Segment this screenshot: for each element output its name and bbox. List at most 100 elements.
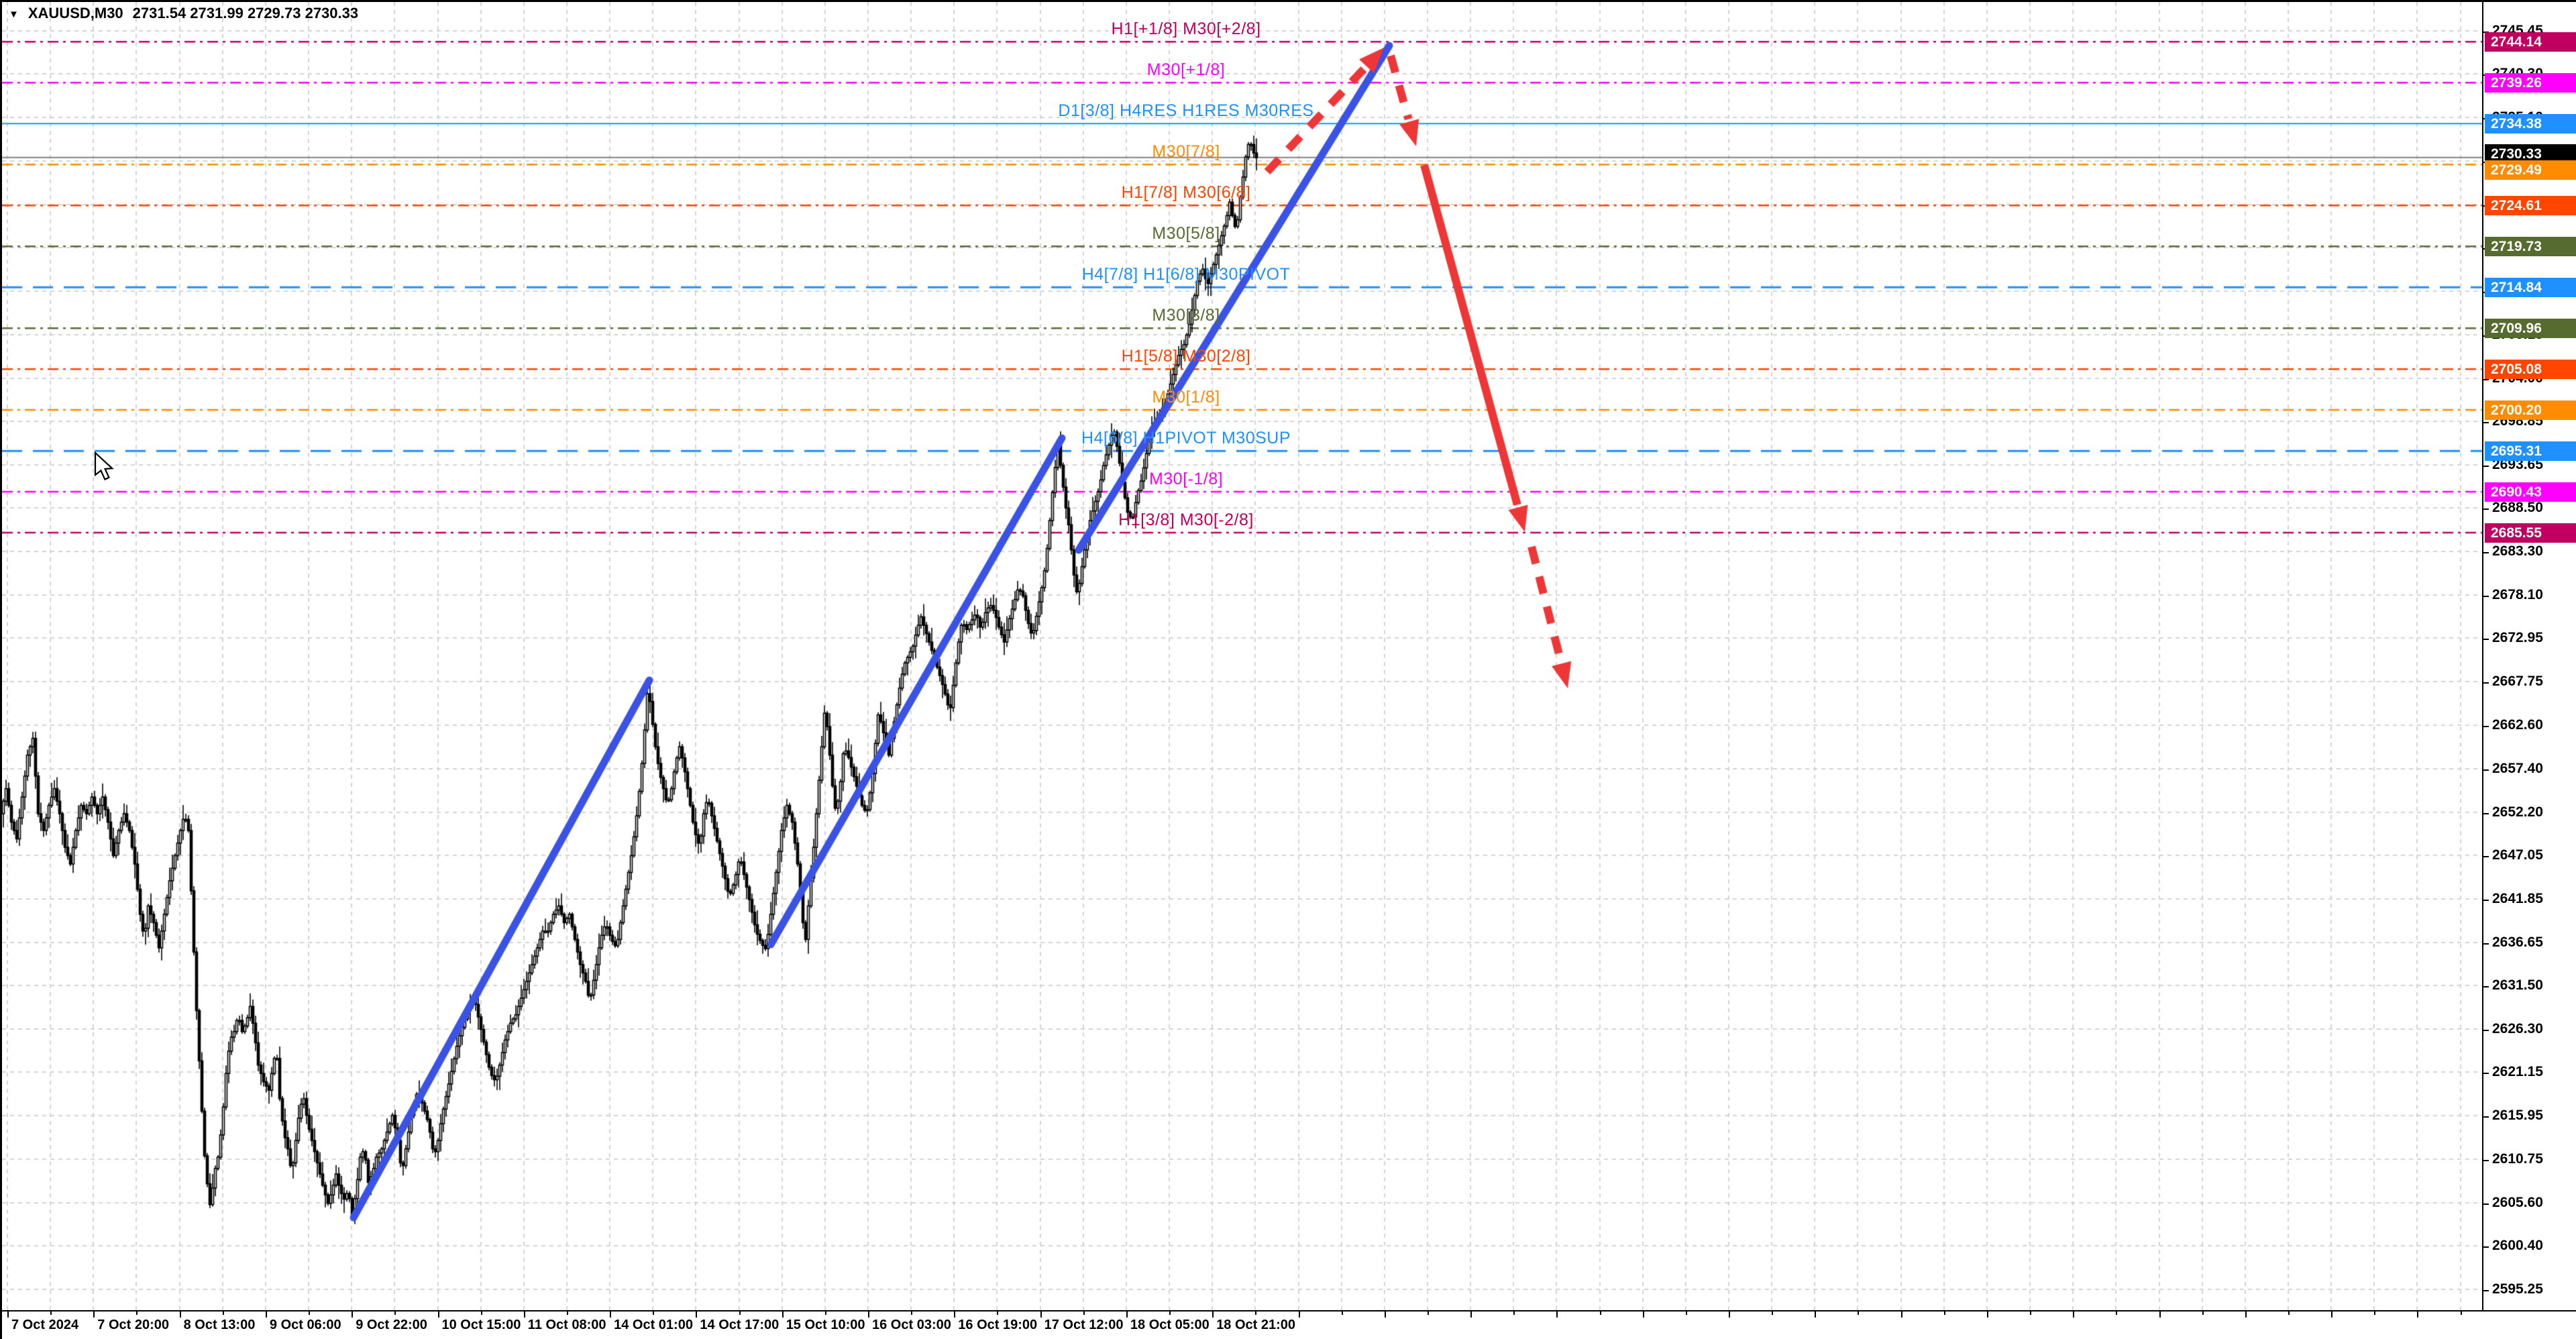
time-label: 17 Oct 12:00 <box>1044 1318 1124 1332</box>
time-label: 15 Oct 10:00 <box>786 1318 865 1332</box>
price-tick-label: 2647.05 <box>2483 847 2543 863</box>
time-tick <box>566 1311 568 1315</box>
time-tick <box>7 1311 9 1318</box>
time-label: 14 Oct 17:00 <box>700 1318 780 1332</box>
time-tick <box>437 1311 439 1318</box>
time-label: 9 Oct 22:00 <box>356 1318 427 1332</box>
time-tick <box>1685 1311 1687 1315</box>
symbol-dropdown-icon[interactable]: ▼ <box>9 8 19 20</box>
level-label: M30[7/8] <box>1152 142 1220 162</box>
time-label: 10 Oct 15:00 <box>441 1318 521 1332</box>
time-tick <box>1040 1311 1042 1318</box>
time-tick <box>1126 1311 1128 1318</box>
time-tick <box>653 1311 655 1315</box>
time-tick <box>997 1311 999 1315</box>
time-tick <box>2116 1311 2118 1315</box>
time-tick <box>1642 1311 1644 1318</box>
level-label: M30[+1/8] <box>1146 60 1226 80</box>
price-tick-label: 2657.40 <box>2483 760 2543 776</box>
level-label: H1[7/8] M30[6/8] <box>1121 183 1251 203</box>
time-axis[interactable]: 7 Oct 2024 7 Oct 20:00 8 Oct 13:00 9 Oct 06… <box>2 1310 2576 1339</box>
price-tick-label: 2636.65 <box>2483 934 2543 950</box>
price-tick-label: 2688.50 <box>2483 500 2543 516</box>
price-chart-canvas[interactable] <box>2 2 2482 1310</box>
price-tick-label: 2683.30 <box>2483 543 2543 559</box>
time-tick <box>2073 1311 2075 1318</box>
price-level-box: 2729.49 <box>2485 160 2576 180</box>
time-label: 7 Oct 20:00 <box>97 1318 170 1332</box>
price-level-box: 2739.26 <box>2485 73 2576 93</box>
time-label: 16 Oct 03:00 <box>872 1318 951 1332</box>
price-tick-label: 2605.60 <box>2483 1194 2543 1210</box>
price-level-box: 2730.33 <box>2485 144 2576 164</box>
time-tick <box>1815 1311 1817 1318</box>
time-tick <box>1858 1311 1860 1315</box>
level-label: H1[+1/8] M30[+2/8] <box>1111 19 1261 39</box>
level-label: M30[1/8] <box>1152 388 1220 407</box>
time-tick <box>523 1311 525 1318</box>
symbol-timeframe-label: XAUUSD,M30 <box>28 5 123 21</box>
time-tick <box>1599 1311 1601 1315</box>
level-label: H1[3/8] M30[-2/8] <box>1118 511 1254 530</box>
time-tick <box>1729 1311 1730 1318</box>
price-level-box: 2690.43 <box>2485 482 2576 502</box>
level-label: H4[7/8] H1[6/8] M30PIVOT <box>1081 265 1291 284</box>
price-level-box: 2734.38 <box>2485 114 2576 134</box>
price-tick-label: 2626.30 <box>2483 1021 2543 1036</box>
level-label: D1[3/8] H4RES H1RES M30RES <box>1058 101 1314 121</box>
time-label: 9 Oct 06:00 <box>269 1318 341 1332</box>
time-label: 18 Oct 05:00 <box>1130 1318 1210 1332</box>
time-tick <box>394 1311 396 1315</box>
chart-title: ▼ XAUUSD,M30 2731.54 2731.99 2729.73 273… <box>9 5 358 22</box>
level-label: M30[3/8] <box>1152 306 1220 325</box>
price-tick-label: 2631.50 <box>2483 977 2543 994</box>
price-tick-label: 2678.10 <box>2483 587 2543 603</box>
time-tick <box>868 1311 869 1318</box>
time-tick <box>2030 1311 2032 1315</box>
time-tick <box>2331 1311 2333 1318</box>
price-level-box: 2705.08 <box>2485 360 2576 380</box>
time-tick <box>1169 1311 1171 1315</box>
time-tick <box>2460 1311 2462 1315</box>
time-tick <box>2159 1311 2161 1318</box>
price-tick-label: 2641.85 <box>2483 890 2543 906</box>
time-tick <box>2417 1311 2419 1318</box>
ohlc-readout: 2731.54 2731.99 2729.73 2730.33 <box>132 5 359 21</box>
time-tick <box>480 1311 482 1315</box>
time-tick <box>1772 1311 1774 1315</box>
time-tick <box>1513 1311 1515 1315</box>
time-label: 7 Oct 2024 <box>11 1318 79 1332</box>
price-tick-label: 2615.95 <box>2483 1108 2543 1124</box>
time-tick <box>2288 1311 2290 1315</box>
price-level-box: 2714.84 <box>2485 278 2576 298</box>
time-tick <box>2374 1311 2376 1315</box>
time-tick <box>1556 1311 1558 1318</box>
time-tick <box>1083 1311 1085 1315</box>
level-label: H4[6/8] H1PIVOT M30SUP <box>1081 429 1291 448</box>
price-level-box: 2695.31 <box>2485 441 2576 462</box>
price-tick-label: 2672.95 <box>2483 630 2543 646</box>
time-tick <box>309 1311 311 1315</box>
time-tick <box>1341 1311 1343 1315</box>
time-tick <box>1255 1311 1257 1315</box>
price-level-box: 2724.61 <box>2485 196 2576 216</box>
price-tick-label: 2667.75 <box>2483 674 2543 690</box>
time-tick <box>1943 1311 1945 1315</box>
time-tick <box>93 1311 95 1318</box>
time-tick <box>1900 1311 1902 1318</box>
time-label: 16 Oct 19:00 <box>958 1318 1038 1332</box>
time-tick <box>352 1311 354 1318</box>
time-tick <box>824 1311 826 1315</box>
time-tick <box>222 1311 224 1315</box>
time-tick <box>265 1311 267 1318</box>
level-label: M30[-1/8] <box>1148 470 1224 489</box>
time-tick <box>2245 1311 2247 1318</box>
time-label: 18 Oct 21:00 <box>1216 1318 1296 1332</box>
mouse-cursor-icon <box>94 451 114 481</box>
price-axis[interactable]: 2745.452740.302735.102729.902724.752719.… <box>2482 2 2576 1310</box>
time-tick <box>1384 1311 1386 1318</box>
price-tick-label: 2610.75 <box>2483 1151 2543 1167</box>
price-level-box: 2700.20 <box>2485 400 2576 421</box>
time-tick <box>2202 1311 2204 1315</box>
